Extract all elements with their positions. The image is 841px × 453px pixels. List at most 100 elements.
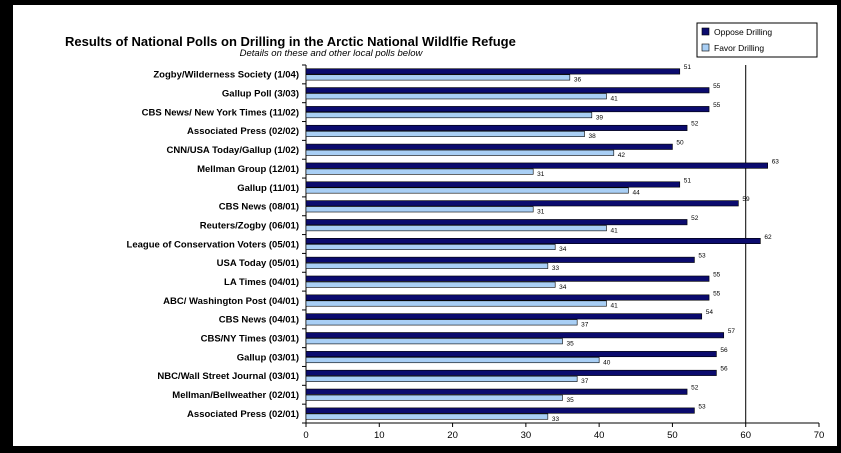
- legend: Oppose Drilling Favor Drilling: [696, 22, 818, 58]
- oppose-value-label: 55: [713, 271, 721, 278]
- chart-title: Results of National Polls on Drilling in…: [65, 34, 516, 49]
- favor-value-label: 41: [610, 227, 618, 234]
- oppose-bar: [305, 332, 725, 339]
- category-label: CBS/NY Times (03/01): [201, 334, 299, 345]
- favor-bar: [305, 319, 578, 326]
- favor-bar: [305, 338, 563, 345]
- favor-value-label: 40: [603, 359, 611, 366]
- oppose-bar: [305, 294, 710, 301]
- oppose-bar: [305, 407, 695, 414]
- favor-bar: [305, 394, 563, 401]
- favor-value-label: 44: [632, 190, 640, 197]
- oppose-value-label: 62: [764, 234, 772, 241]
- x-tick-label: 10: [374, 430, 385, 441]
- oppose-value-label: 53: [698, 403, 706, 410]
- category-label: Zogby/Wilderness Society (1/04): [153, 70, 299, 81]
- category-label: Mellman Group (12/01): [197, 164, 299, 175]
- x-tick-label: 40: [594, 430, 605, 441]
- category-label: NBC/Wall Street Journal (03/01): [157, 371, 299, 382]
- plot-area: 0 10 20 30 40 50 60 70 Zogby/Wilderness Society …: [127, 64, 825, 441]
- category-label: Reuters/Zogby (06/01): [200, 220, 299, 231]
- chart-subtitle: Details on these and other local polls b…: [240, 48, 424, 59]
- oppose-bar: [305, 369, 717, 376]
- favor-bar: [305, 244, 556, 251]
- oppose-bar: [305, 256, 695, 263]
- legend-label-oppose: Oppose Drilling: [714, 27, 772, 37]
- oppose-value-label: 56: [720, 366, 728, 373]
- favor-value-label: 34: [559, 284, 567, 291]
- favor-bar: [305, 225, 607, 232]
- category-label: Gallup Poll (3/03): [222, 89, 299, 100]
- favor-bar: [305, 206, 534, 213]
- favor-value-label: 36: [574, 77, 582, 84]
- favor-bar: [305, 112, 593, 119]
- oppose-value-label: 55: [713, 290, 721, 297]
- oppose-value-label: 51: [684, 64, 692, 71]
- oppose-bar: [305, 68, 681, 75]
- oppose-value-label: 55: [713, 83, 721, 90]
- favor-value-label: 31: [537, 171, 545, 178]
- category-label: Mellman/Bellweather (02/01): [172, 390, 299, 401]
- category-label: Gallup (03/01): [237, 352, 299, 363]
- x-tick-label: 50: [667, 430, 678, 441]
- oppose-bar: [305, 124, 688, 131]
- favor-value-label: 41: [610, 95, 618, 102]
- category-label: Associated Press (02/01): [187, 409, 299, 420]
- x-tick-label: 30: [521, 430, 532, 441]
- oppose-bar: [305, 87, 710, 94]
- favor-bar: [305, 168, 534, 175]
- favor-bar: [305, 413, 549, 420]
- oppose-bar: [305, 351, 717, 358]
- oppose-value-label: 51: [684, 177, 692, 184]
- oppose-value-label: 63: [772, 158, 780, 165]
- oppose-bar: [305, 238, 761, 245]
- category-label: USA Today (05/01): [217, 258, 299, 269]
- category-label: CBS News (08/01): [219, 202, 299, 213]
- oppose-value-label: 52: [691, 215, 699, 222]
- category-label: CBS News (04/01): [219, 315, 299, 326]
- x-tick-label: 70: [814, 430, 825, 441]
- x-tick-label: 60: [740, 430, 751, 441]
- poll-bar-chart: Results of National Polls on Drilling in…: [65, 22, 825, 441]
- favor-bar: [305, 281, 556, 288]
- favor-value-label: 31: [537, 209, 545, 216]
- oppose-bar: [305, 106, 710, 113]
- chart-frame: Results of National Polls on Drilling in…: [13, 5, 837, 446]
- favor-value-label: 34: [559, 246, 567, 253]
- legend-swatch-oppose: [701, 27, 710, 36]
- favor-value-label: 38: [588, 133, 596, 140]
- favor-value-label: 35: [567, 340, 575, 347]
- x-tick-label: 0: [303, 430, 308, 441]
- favor-value-label: 37: [581, 322, 589, 329]
- x-tick-label: 20: [447, 430, 458, 441]
- favor-bar: [305, 300, 607, 307]
- favor-bar: [305, 357, 600, 364]
- favor-bar: [305, 93, 607, 100]
- favor-value-label: 33: [552, 265, 560, 272]
- favor-bar: [305, 262, 549, 269]
- category-label: LA Times (04/01): [224, 277, 299, 288]
- oppose-bar: [305, 143, 673, 150]
- oppose-value-label: 53: [698, 253, 706, 260]
- favor-value-label: 37: [581, 378, 589, 385]
- oppose-value-label: 56: [720, 347, 728, 354]
- favor-bar: [305, 187, 629, 194]
- legend-swatch-favor: [701, 43, 710, 52]
- oppose-value-label: 54: [706, 309, 714, 316]
- oppose-bar: [305, 219, 688, 226]
- oppose-value-label: 50: [676, 140, 684, 147]
- favor-value-label: 33: [552, 416, 560, 423]
- favor-bar: [305, 74, 571, 81]
- oppose-value-label: 57: [728, 328, 736, 335]
- favor-value-label: 39: [596, 114, 604, 121]
- legend-label-favor: Favor Drilling: [714, 43, 764, 53]
- oppose-value-label: 52: [691, 121, 699, 128]
- legend-box: [696, 22, 818, 58]
- oppose-value-label: 52: [691, 385, 699, 392]
- oppose-bar: [305, 313, 703, 320]
- category-label: Gallup (11/01): [237, 183, 299, 194]
- favor-bar: [305, 130, 585, 137]
- category-label: CNN/USA Today/Gallup (1/02): [167, 145, 300, 156]
- oppose-value-label: 55: [713, 102, 721, 109]
- oppose-value-label: 59: [742, 196, 750, 203]
